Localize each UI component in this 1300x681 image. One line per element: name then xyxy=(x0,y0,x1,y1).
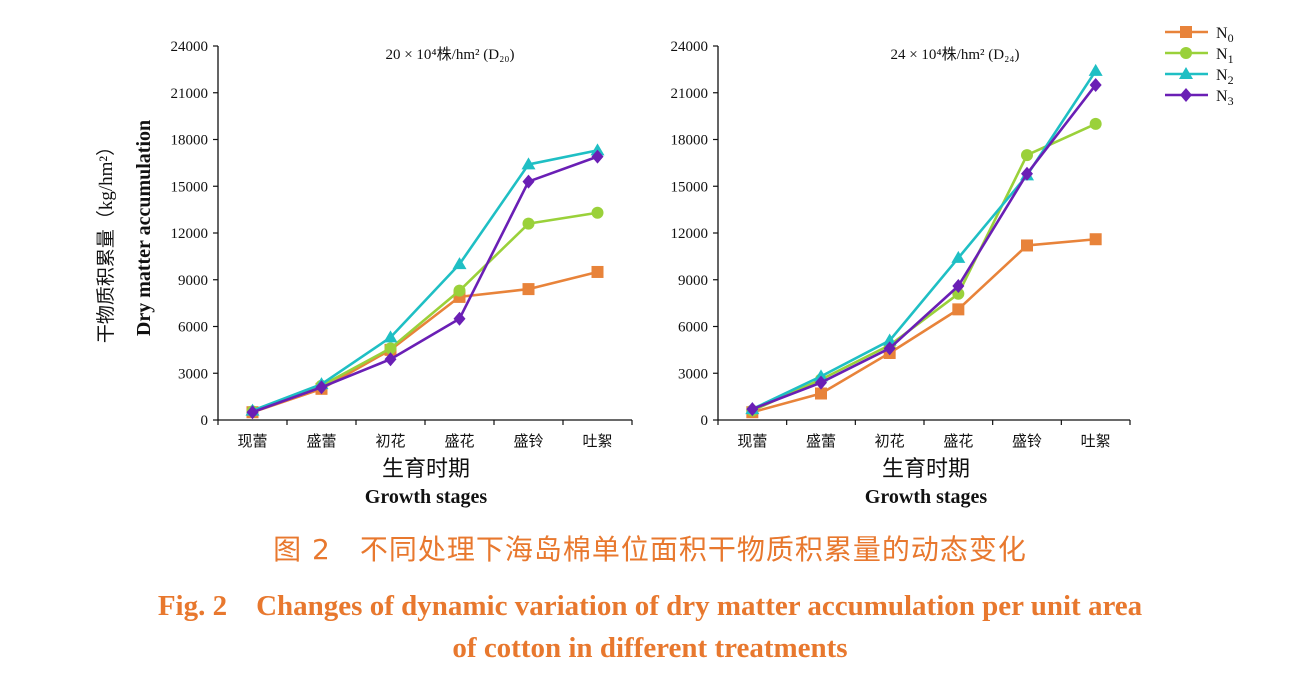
legend-item-N3: N3 xyxy=(1165,88,1234,108)
panel-1-series-N3-point xyxy=(591,149,604,164)
panel-2-series-N0-point xyxy=(1021,239,1033,252)
panel-2-series-N1-point xyxy=(1089,117,1102,130)
panel-2-series-N3-point xyxy=(1089,77,1102,92)
panel-2-y-tick-label: 18000 xyxy=(671,133,709,149)
panel-2-series-N1-point xyxy=(1021,149,1033,162)
panel-1-series-N3-point xyxy=(246,405,259,420)
panel-1-series-N1-line xyxy=(252,211,598,413)
panel-2-y-tick-label: 12000 xyxy=(671,226,709,242)
panel-1-y-tick-label: 18000 xyxy=(171,133,209,149)
panel-1-series-N3-point xyxy=(522,174,535,189)
panel-1-y-tick-label: 6000 xyxy=(178,320,208,336)
panel-1-series-N2-point xyxy=(590,143,605,156)
panel-2-series-N0-line xyxy=(751,237,1096,414)
panel-2-series-N0-point xyxy=(815,387,827,400)
figure-caption-cn: 图 2 不同处理下海岛棉单位面积干物质积累量的动态变化 xyxy=(273,533,1027,566)
figure-caption-en-line-1: Fig. 2 Changes of dynamic variation of d… xyxy=(157,590,1143,622)
panel-1-x-tick-label: 现蕾 xyxy=(237,433,267,450)
panel-2-series-N3-line xyxy=(751,84,1097,411)
panel-1-series-N2-line xyxy=(252,149,598,412)
panel-1-series-N1-point xyxy=(591,206,604,219)
x-axis-label-en-panel-2: Growth stages xyxy=(865,486,988,508)
panel-2-title: 24 × 10⁴株/hm² (D₂₄) xyxy=(890,46,1019,63)
panel-1-y-tick-label: 9000 xyxy=(178,273,208,289)
panel-1-series-N1-point xyxy=(384,342,397,355)
panel-1-y-tick-label: 15000 xyxy=(171,179,209,195)
panel-2-series-N3-point xyxy=(883,341,896,356)
panel-1-y-tick-label: 0 xyxy=(201,413,209,429)
legend-swatch-marker xyxy=(1180,88,1192,102)
panel-2-series-N3-point xyxy=(746,402,759,417)
panel-1-series-N1-point xyxy=(453,284,466,297)
panel-1-series-N1-point xyxy=(522,217,535,230)
panel-1-series-N0-point xyxy=(522,283,535,296)
legend-swatch-marker xyxy=(1180,47,1192,59)
legend-label: N2 xyxy=(1216,67,1234,87)
legend-swatch-marker xyxy=(1180,26,1192,38)
panel-2-series-N2-line xyxy=(751,70,1097,411)
legend-swatch-marker xyxy=(1179,67,1193,79)
legend-label: N1 xyxy=(1216,46,1234,66)
panel-1-x-tick-label: 盛花 xyxy=(444,433,474,450)
panel-2-x-tick-label: 初花 xyxy=(875,433,905,450)
panel-2-series-N2-point xyxy=(882,333,897,346)
y-axis-label-cn: 干物质积累量（kg/hm²） xyxy=(95,137,117,343)
panel-1-y-tick-label: 24000 xyxy=(171,39,209,55)
x-axis-label-en-panel-1: Growth stages xyxy=(365,486,488,508)
panel-2-y-tick-label: 15000 xyxy=(671,179,709,195)
panel-1-y-tick-label: 3000 xyxy=(178,366,208,382)
panel-2-series-N2-point xyxy=(951,250,966,263)
legend-item-N0: N0 xyxy=(1165,25,1234,45)
panel-2: 0 3000 6000 9000 12000 15000 18000 21000 24000 现蕾… xyxy=(671,39,1131,450)
x-axis-label-cn-panel-2: 生育时期 xyxy=(882,456,970,481)
panel-2-y-tick-label: 24000 xyxy=(671,39,709,55)
panel-1-x-tick-label: 吐絮 xyxy=(582,433,612,450)
panel-2-series-N0-point xyxy=(952,303,965,316)
panel-2-series-N2-point xyxy=(814,369,828,382)
panel-2-y-tick-label: 6000 xyxy=(678,320,708,336)
legend-item-N2: N2 xyxy=(1165,67,1234,87)
panel-2-series-N3-point xyxy=(952,278,965,293)
figure-caption-en-line-2: of cotton in different treatments xyxy=(452,632,848,664)
panel-2-y-tick-label: 3000 xyxy=(678,366,708,382)
panel-1-series-N3-point xyxy=(384,352,397,367)
panel-2-series-N1-line xyxy=(751,122,1097,412)
panel-1: 0 3000 6000 9000 12000 15000 18000 21000 24000 现蕾… xyxy=(171,39,633,450)
panel-2-x-tick-label: 吐絮 xyxy=(1081,433,1111,450)
panel-2-series-N3-point xyxy=(815,375,827,390)
legend-label: N0 xyxy=(1216,25,1234,45)
y-axis-label-en: Dry matter accumulation xyxy=(133,120,155,336)
legend-item-N1: N1 xyxy=(1165,46,1234,66)
panel-2-x-tick-label: 盛花 xyxy=(943,433,973,450)
panel-2-series-N0-point xyxy=(1089,233,1102,246)
panel-1-y-tick-label: 21000 xyxy=(171,86,209,102)
panel-1-series-N2-point xyxy=(521,157,536,170)
panel-1-title: 20 × 10⁴株/hm² (D₂₀) xyxy=(385,46,514,63)
panel-2-y-tick-label: 0 xyxy=(701,413,709,429)
panel-1-x-tick-label: 初花 xyxy=(375,433,405,450)
panel-2-x-tick-label: 盛蕾 xyxy=(806,433,836,450)
panel-1-series-N2-point xyxy=(383,330,398,343)
panel-1-series-N3-point xyxy=(315,380,328,395)
panel-2-x-tick-label: 盛铃 xyxy=(1012,433,1042,450)
panel-1-series-N2-point xyxy=(452,257,467,270)
panel-2-series-N3-point xyxy=(1021,166,1033,181)
panel-1-y-tick-label: 12000 xyxy=(171,226,209,242)
panel-1-series-N0-point xyxy=(591,265,604,278)
panel-1-series-N3-point xyxy=(453,311,466,326)
x-axis-label-cn-panel-1: 生育时期 xyxy=(382,456,470,481)
panel-2-series-N2-point xyxy=(1088,63,1103,76)
panel-2-series-N1-point xyxy=(952,287,965,300)
panel-2-x-tick-label: 现蕾 xyxy=(737,433,767,450)
panel-1-series-N3-line xyxy=(252,155,598,414)
panel-2-y-tick-label: 21000 xyxy=(671,86,709,102)
legend-label: N3 xyxy=(1216,88,1234,108)
panel-1-x-tick-label: 盛铃 xyxy=(513,433,543,450)
panel-1-x-tick-label: 盛蕾 xyxy=(306,433,336,450)
panel-2-y-tick-label: 9000 xyxy=(678,273,708,289)
